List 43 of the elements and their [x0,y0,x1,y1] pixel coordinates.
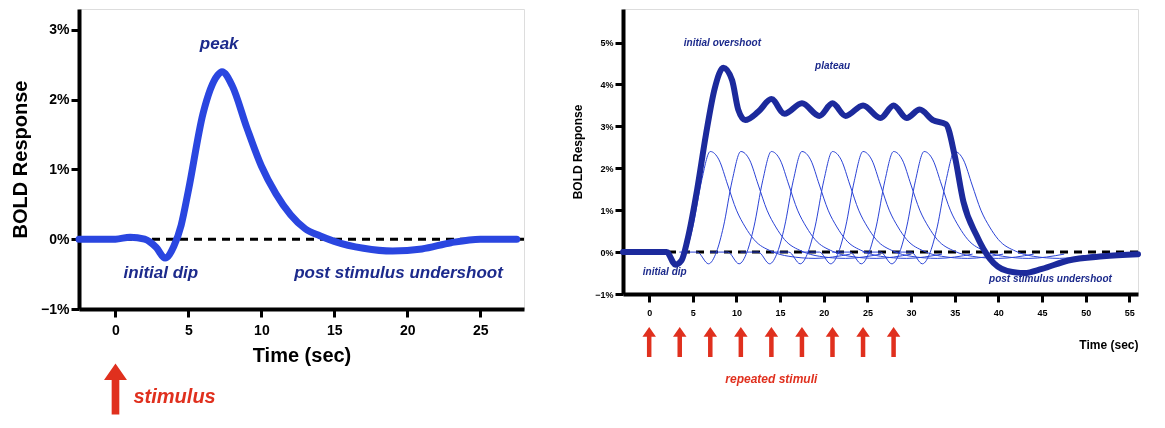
x-tick-label: 25 [472,321,489,338]
x-tick-label: 0 [112,321,121,338]
y-tick-label: 3% [49,21,71,38]
x-tick-label: 20 [399,321,416,338]
y-axis-title: BOLD Response [9,80,32,239]
x-axis-title: Time (sec) [252,343,352,366]
annotation: initial dip [642,266,687,278]
x-tick-label: 5 [185,321,194,338]
x-tick-label: 25 [862,307,873,318]
annotation: post stimulus undershoot [293,263,505,282]
x-tick-label: 5 [690,307,696,318]
x-tick-label: 40 [993,307,1004,318]
annotation: plateau [814,59,851,71]
y-tick-label: 1% [49,160,71,177]
x-tick-label: 30 [906,307,917,318]
x-tick-label: 20 [819,307,830,318]
x-tick-label: 35 [950,307,961,318]
annotation: post stimulus undershoot [988,272,1113,284]
x-tick-label: 10 [254,321,270,338]
text: repeated stimuli [725,372,818,386]
x-tick-label: 45 [1037,307,1048,318]
y-tick-label: 4% [600,79,614,90]
y-tick-label: 2% [600,163,614,174]
x-tick-label: 15 [327,321,343,338]
y-tick-label: 5% [600,38,614,49]
annotation: initial overshoot [683,36,762,48]
text: stimulus [133,385,216,407]
y-axis-title: BOLD Response [571,104,586,200]
annotation: peak [198,33,241,53]
x-tick-label: 0 [647,307,653,318]
x-tick-label: 50 [1081,307,1092,318]
y-tick-label: 1% [600,205,614,216]
y-tick-label: 3% [600,121,614,132]
annotation: initial dip [123,263,199,282]
x-tick-label: 15 [775,307,786,318]
y-tick-label: −1% [595,289,614,300]
y-tick-label: 0% [49,230,71,247]
y-tick-label: 0% [600,247,614,258]
y-tick-label: 2% [49,91,71,108]
x-tick-label: 55 [1124,307,1135,318]
x-axis-title: Time (sec) [1079,337,1139,352]
x-tick-label: 10 [731,307,742,318]
y-tick-label: −1% [41,300,71,317]
